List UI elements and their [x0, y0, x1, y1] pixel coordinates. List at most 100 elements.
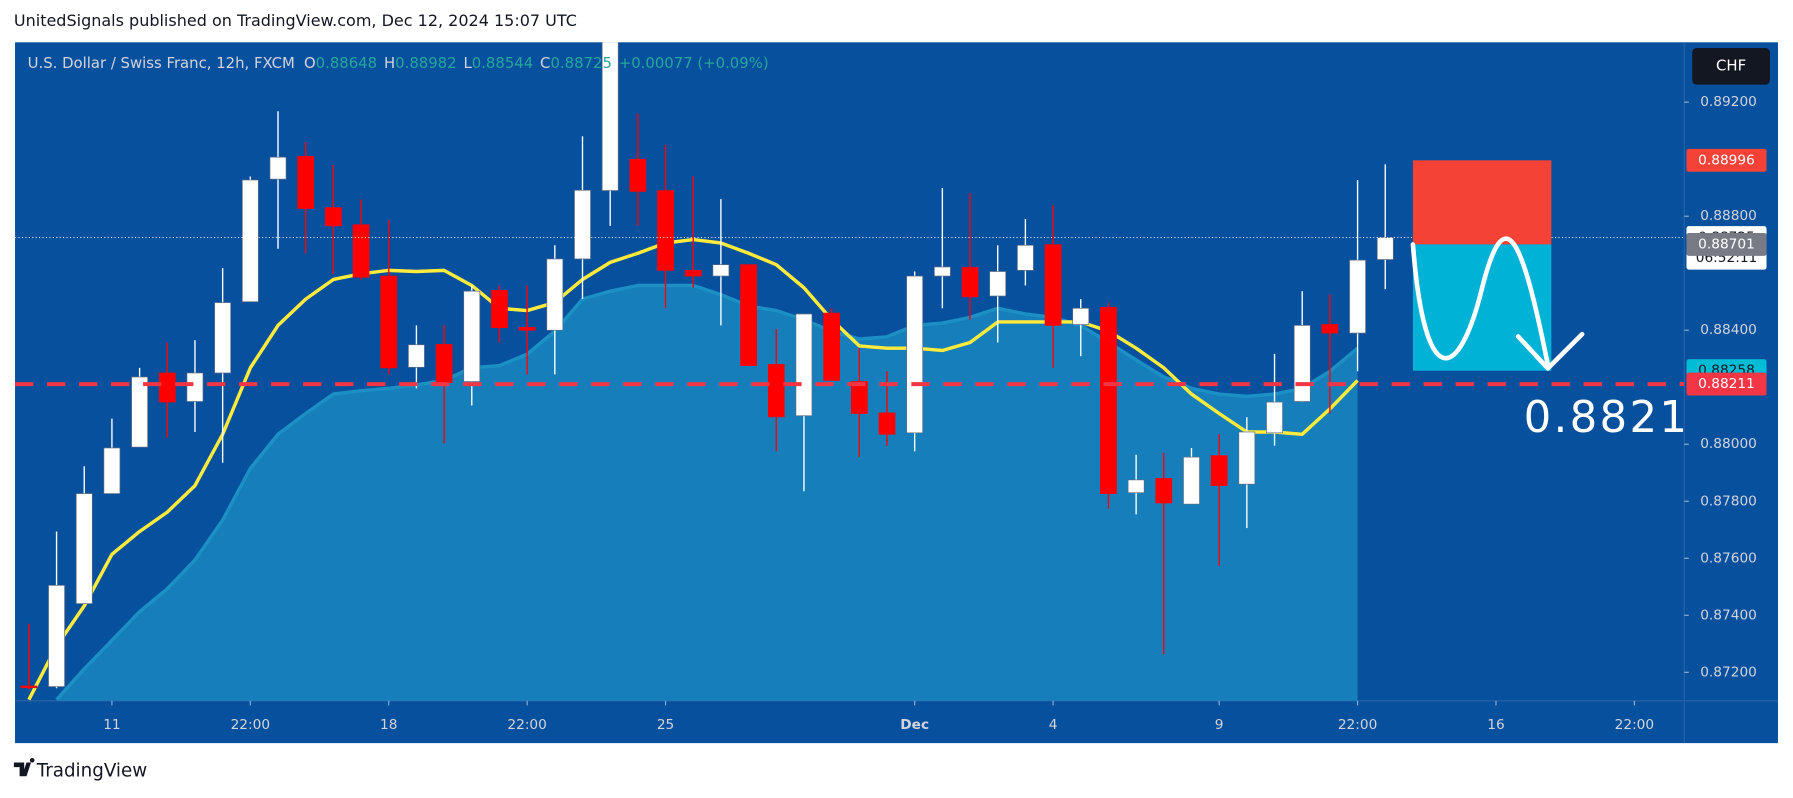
y-tick-label: 0.89200	[1700, 94, 1757, 110]
candle-body	[186, 372, 204, 402]
candle-body	[1072, 307, 1090, 325]
stop-price-label-bg	[1686, 148, 1767, 172]
legend-item: +0.00077 (+0.09%)	[619, 54, 769, 72]
candle-body	[48, 585, 65, 687]
legend-item: 0.88982	[395, 54, 456, 72]
candle-body	[1183, 456, 1200, 505]
legend-item: U.S. Dollar / Swiss Franc, 12h, FXCM	[28, 54, 295, 72]
legend-item: 0.88725	[550, 54, 611, 72]
candle-body	[269, 156, 287, 180]
x-tick-label: 4	[1049, 717, 1058, 733]
candle-body	[1321, 324, 1339, 334]
legend-item: 0.88648	[316, 54, 377, 72]
candle-body	[712, 264, 730, 277]
x-tick-label: 22:00	[231, 717, 271, 733]
candle-body	[850, 381, 868, 414]
projection-curve	[1410, 236, 1551, 368]
plot	[15, 42, 1685, 701]
x-tick-label: 18	[380, 717, 397, 733]
candle-body	[574, 189, 591, 260]
candle-body	[131, 376, 148, 448]
y-tick-label: 0.87600	[1700, 550, 1757, 566]
legend-item: H	[384, 54, 395, 72]
candle-body	[75, 493, 93, 604]
candle-body	[408, 344, 425, 368]
candle-body	[906, 275, 924, 434]
candle-body	[20, 685, 38, 689]
legend-item: 0.88544	[472, 54, 533, 72]
projection-arrow	[1515, 331, 1585, 371]
candle-body	[380, 275, 398, 369]
candle-body	[435, 344, 453, 384]
candle-body	[1044, 244, 1062, 326]
candle-body	[546, 258, 564, 331]
x-tick-label: 22:00	[1338, 717, 1378, 733]
tv-logo	[13, 757, 35, 777]
candle-body	[989, 271, 1007, 297]
candle-body	[491, 289, 508, 329]
candle-body	[878, 412, 896, 435]
x-tick-label: 9	[1215, 717, 1224, 733]
candle-body	[103, 447, 121, 494]
candle-body	[767, 364, 785, 418]
legend-item: C	[540, 54, 550, 72]
candle-body	[629, 158, 647, 192]
publish-header: UnitedSignals published on TradingView.c…	[14, 11, 577, 30]
candle-body	[158, 372, 176, 403]
candle-body	[325, 207, 342, 227]
y-tick-label: 0.87200	[1700, 664, 1757, 680]
legend-item: L	[463, 54, 472, 72]
candle-body	[933, 266, 951, 277]
candle-body	[297, 155, 315, 209]
candle-body	[1100, 307, 1117, 494]
candle-body	[657, 190, 674, 271]
support-price-label: 0.88211	[1698, 376, 1755, 392]
currency: CHF	[1716, 56, 1746, 74]
candle-body	[352, 224, 370, 278]
candle-body	[823, 312, 841, 381]
x-tick-label: 25	[657, 717, 674, 733]
x-tick-label: 22:00	[507, 717, 547, 733]
candle-body	[241, 179, 259, 303]
candle-body	[518, 327, 536, 331]
stop-price-label: 0.88996	[1698, 152, 1755, 168]
annotation: 0.8821	[1524, 393, 1690, 443]
candle-body	[961, 267, 979, 298]
legend: U.S. Dollar / Swiss Franc, 12h, FXCM O0.8…	[28, 54, 769, 72]
candle-body	[1349, 259, 1366, 334]
candle-body	[1155, 478, 1173, 504]
overlay: 0.89200 0.88800 0.88400 0.88000 0.87800 0.876…	[28, 48, 1770, 733]
x-tick-label: 11	[103, 717, 120, 733]
candle-body	[1127, 479, 1145, 494]
candle-body	[601, 42, 619, 191]
y-tick-label: 0.88400	[1700, 322, 1757, 338]
stop-zone	[1412, 160, 1552, 245]
legend-item: O	[304, 54, 316, 72]
candle-body	[1293, 325, 1311, 402]
footer-brand: TradingView	[36, 761, 148, 782]
support-price-label-bg	[1686, 372, 1767, 396]
currency-bg	[1692, 48, 1770, 85]
candle-body	[463, 290, 481, 382]
area-edge	[55, 283, 1359, 701]
entry-price-label-bg	[1686, 232, 1767, 256]
y-tick-label: 0.87400	[1700, 607, 1757, 623]
y-tick-label: 0.88000	[1700, 436, 1757, 452]
candle-body	[1210, 455, 1228, 486]
candle-body	[1266, 401, 1283, 434]
x-tick-label: 16	[1487, 717, 1504, 733]
candle-body	[795, 313, 813, 417]
candle-body	[214, 302, 232, 374]
y-tick-label: 0.88800	[1700, 208, 1757, 224]
candle-body	[684, 270, 702, 277]
candle-body	[740, 264, 757, 366]
candle-body	[1238, 431, 1256, 485]
x-tick-label: 22:00	[1615, 717, 1655, 733]
y-tick-label: 0.87800	[1700, 493, 1757, 509]
candle-body	[1017, 244, 1034, 271]
x-tick-label: Dec	[900, 717, 929, 733]
candle-body	[1376, 237, 1394, 260]
entry-price-label: 0.88701	[1698, 236, 1755, 252]
